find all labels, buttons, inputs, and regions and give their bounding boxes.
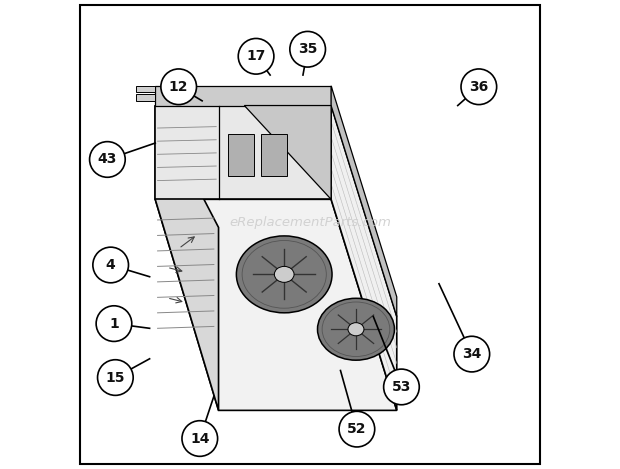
Text: 15: 15 [105,371,125,385]
Circle shape [93,247,128,283]
Polygon shape [331,86,397,317]
Circle shape [96,306,132,341]
Circle shape [384,369,419,405]
Ellipse shape [275,266,294,282]
Circle shape [89,142,125,177]
Circle shape [97,360,133,395]
Text: 53: 53 [392,380,411,394]
Polygon shape [261,134,286,176]
Polygon shape [155,86,331,106]
Polygon shape [228,134,254,176]
Polygon shape [331,106,397,410]
Text: 35: 35 [298,42,317,56]
Circle shape [290,31,326,67]
Text: 4: 4 [106,258,115,272]
Circle shape [161,69,197,105]
Text: 36: 36 [469,80,489,94]
Text: 34: 34 [462,347,482,361]
Circle shape [238,38,274,74]
Text: 1: 1 [109,317,119,331]
Polygon shape [136,86,155,92]
Ellipse shape [236,236,332,313]
Ellipse shape [348,323,364,336]
Text: 14: 14 [190,431,210,446]
Text: 43: 43 [98,152,117,166]
Circle shape [454,336,490,372]
Polygon shape [155,199,397,410]
Circle shape [461,69,497,105]
Text: 17: 17 [246,49,266,63]
Polygon shape [244,106,331,199]
Polygon shape [155,106,331,199]
Text: 12: 12 [169,80,188,94]
Text: eReplacementParts.com: eReplacementParts.com [229,216,391,229]
Polygon shape [155,106,218,410]
Circle shape [339,411,374,447]
Text: 52: 52 [347,422,366,436]
Polygon shape [136,94,155,101]
Ellipse shape [317,298,394,360]
Circle shape [182,421,218,456]
